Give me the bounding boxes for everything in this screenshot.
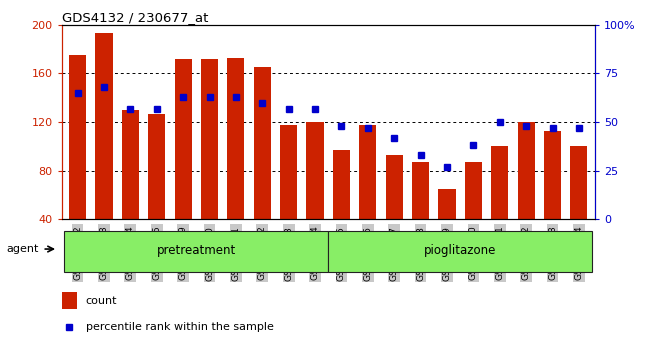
Bar <box>333 150 350 219</box>
Text: GDS4132 / 230677_at: GDS4132 / 230677_at <box>62 11 208 24</box>
Bar <box>254 67 271 219</box>
Text: pretreatment: pretreatment <box>157 244 236 257</box>
Bar <box>62 292 77 309</box>
Bar <box>570 147 588 219</box>
Bar <box>359 125 376 219</box>
Bar <box>465 162 482 219</box>
Bar <box>69 55 86 219</box>
Text: count: count <box>86 296 117 306</box>
Bar <box>385 155 403 219</box>
Bar <box>227 58 244 219</box>
Bar <box>122 110 139 219</box>
Bar <box>438 189 456 219</box>
Bar <box>544 131 561 219</box>
Text: percentile rank within the sample: percentile rank within the sample <box>86 322 274 332</box>
Bar <box>148 114 165 219</box>
Bar <box>64 231 328 272</box>
Text: pioglitazone: pioglitazone <box>424 244 497 257</box>
Bar <box>307 122 324 219</box>
Bar <box>96 33 112 219</box>
Bar <box>517 122 535 219</box>
Bar <box>412 162 429 219</box>
Bar <box>280 125 297 219</box>
Bar <box>175 59 192 219</box>
Bar <box>491 147 508 219</box>
Text: agent: agent <box>6 244 39 254</box>
Bar <box>201 59 218 219</box>
Bar <box>328 231 592 272</box>
